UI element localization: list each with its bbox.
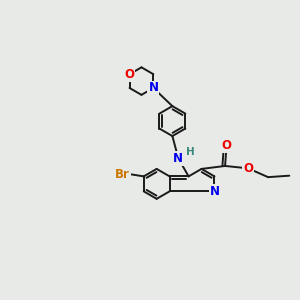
Text: Br: Br bbox=[115, 167, 130, 181]
Text: O: O bbox=[243, 162, 253, 175]
Text: N: N bbox=[148, 82, 158, 94]
Text: O: O bbox=[124, 68, 134, 81]
Text: H: H bbox=[186, 147, 195, 157]
Text: O: O bbox=[222, 139, 232, 152]
Text: N: N bbox=[209, 185, 220, 198]
Text: N: N bbox=[173, 152, 183, 165]
